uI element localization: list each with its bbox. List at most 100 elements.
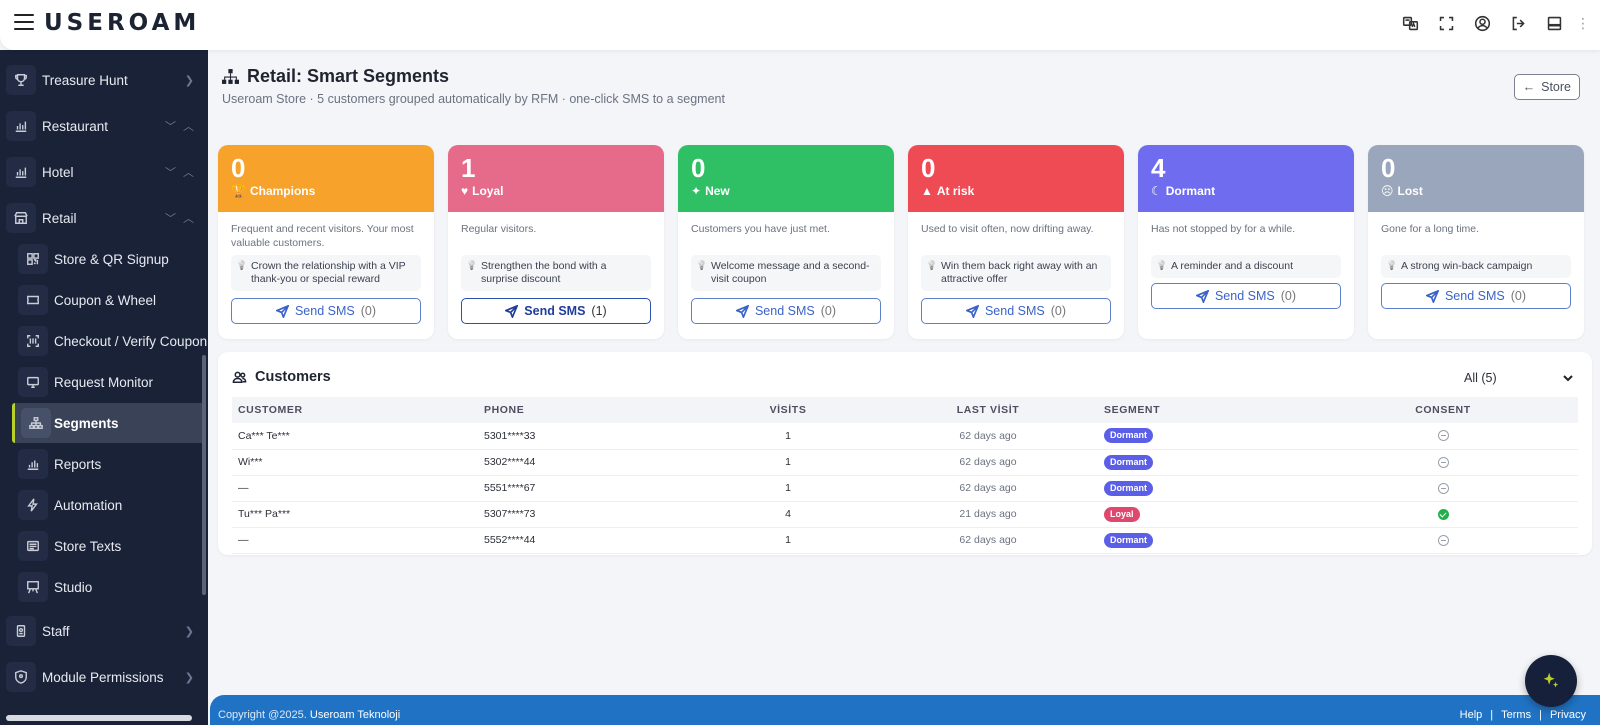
- sidebar-horizontal-scrollbar[interactable]: [6, 715, 192, 721]
- sidebar-item-staff[interactable]: Staff ❯: [0, 610, 208, 652]
- lost-segment-icon: ☹: [1381, 184, 1394, 198]
- send-sms-button-champions[interactable]: Send SMS (0): [231, 298, 421, 324]
- send-icon: [735, 304, 749, 318]
- translate-icon[interactable]: [1400, 13, 1420, 33]
- segment-filter-value: All (5): [1464, 371, 1497, 385]
- app-logo[interactable]: USEROAM: [44, 10, 201, 36]
- segment-card-champions: 0 🏆 Champions Frequent and recent visitors.…: [218, 145, 434, 339]
- panel-icon[interactable]: [1544, 13, 1564, 33]
- segment-count: 0: [231, 153, 246, 183]
- sidebar-item-label: Reports: [54, 456, 102, 472]
- column-header-phone: PHONE: [478, 397, 698, 423]
- back-to-store-button[interactable]: ← Store: [1513, 74, 1580, 100]
- segment-name-text: New: [705, 184, 730, 198]
- store-icon: [6, 203, 36, 233]
- sidebar-item-label: Store & QR Signup: [54, 251, 169, 267]
- send-sms-button-new[interactable]: Send SMS (0): [691, 298, 881, 324]
- main-content: Retail: Smart Segments Useroam Store · 5…: [208, 50, 1600, 725]
- send-sms-button-lost[interactable]: Send SMS (0): [1381, 283, 1571, 309]
- sidebar-item-module-permissions[interactable]: Module Permissions ❯: [0, 656, 208, 698]
- sidebar-item-label: Hotel: [42, 164, 74, 180]
- chart-icon: [6, 111, 36, 141]
- table-row[interactable]: Tu*** Pa*** 5307****73 4 21 days ago Loyal: [232, 501, 1578, 528]
- segment-tip-text: Crown the relationship with a VIP thank-…: [251, 260, 406, 285]
- table-row[interactable]: —5551****67 1 62 days ago Dormant: [232, 475, 1578, 502]
- top-bar: USEROAM ⋮: [0, 0, 1600, 50]
- company-link[interactable]: Useroam Teknoloji: [309, 709, 401, 721]
- sidebar-scrollbar[interactable]: [202, 355, 206, 595]
- segment-name-text: Champions: [249, 184, 316, 198]
- customer-phone: 5302****44: [478, 449, 698, 476]
- column-header-last-visit: LAST VİSİT: [878, 397, 1098, 423]
- segment-tip: Welcome message and a second-visit coupo…: [691, 255, 881, 291]
- segment-card-lost: 0☹Lost Gone for a long time. A strong win-…: [1368, 145, 1584, 339]
- ticket-icon: [18, 285, 48, 315]
- badge-icon: [6, 616, 36, 646]
- send-sms-button-dormant[interactable]: Send SMS (0): [1151, 283, 1341, 309]
- chevron-down-icon: ﹀: [165, 167, 176, 179]
- sidebar-item-coupon-wheel[interactable]: Coupon & Wheel: [0, 280, 204, 320]
- segment-name-text: Lost: [1397, 184, 1423, 198]
- table-row[interactable]: Wi*** 5302****44 1 62 days ago Dormant: [232, 449, 1578, 476]
- footer-copyright: Copyright @2025. Useroam Teknoloji: [218, 709, 400, 721]
- send-sms-label: Send SMS: [1444, 289, 1505, 303]
- qr-icon: [18, 244, 48, 274]
- sidebar-item-store-texts[interactable]: Store Texts: [0, 526, 204, 566]
- sidebar-item-hotel[interactable]: Hotel ﹀ ︿: [0, 151, 208, 193]
- link-separator: |: [1539, 709, 1542, 721]
- segment-description: Has not stopped by for a while.: [1151, 223, 1296, 235]
- chevron-up-icon: ︿: [183, 213, 194, 225]
- segment-count: 4: [1151, 153, 1166, 183]
- sidebar-item-treasure-hunt[interactable]: Treasure Hunt ❯: [0, 59, 208, 101]
- send-sms-button-at-risk[interactable]: Send SMS (0): [921, 298, 1111, 324]
- fullscreen-icon[interactable]: [1436, 13, 1456, 33]
- sitemap-icon: [21, 408, 51, 438]
- segment-tip: Win them back right away with an attract…: [921, 255, 1111, 291]
- sidebar-item-request-monitor[interactable]: Request Monitor: [0, 362, 204, 402]
- sidebar-item-label: Studio: [54, 579, 93, 595]
- send-icon: [505, 304, 519, 318]
- send-icon: [1195, 289, 1209, 303]
- users-icon: [232, 371, 247, 383]
- terms-link[interactable]: Terms: [1501, 709, 1532, 721]
- sidebar-item-retail[interactable]: Retail ﹀ ︿: [0, 197, 208, 239]
- send-sms-count: (0): [1050, 304, 1067, 318]
- send-sms-label: Send SMS: [984, 304, 1045, 318]
- ai-assistant-button[interactable]: [1525, 655, 1577, 707]
- send-sms-button-loyal[interactable]: Send SMS (1): [461, 298, 651, 324]
- send-icon: [1425, 289, 1439, 303]
- sidebar-item-segments[interactable]: Segments: [12, 403, 204, 443]
- user-icon[interactable]: [1472, 13, 1492, 33]
- table-row[interactable]: Ca*** Te*** 5301****33 1 62 days ago Dormant: [232, 423, 1578, 450]
- sparkle-icon: [1543, 672, 1559, 688]
- help-link[interactable]: Help: [1459, 709, 1483, 721]
- consent-yes-icon: [1437, 508, 1449, 520]
- segment-badge: Dormant: [1104, 428, 1154, 444]
- copyright-text: Copyright @2025.: [218, 709, 307, 721]
- menu-icon[interactable]: [14, 14, 34, 34]
- sidebar-item-store-qr-signup[interactable]: Store & QR Signup: [0, 239, 204, 279]
- chevron-up-icon: ︿: [183, 121, 194, 133]
- more-icon[interactable]: ⋮: [1576, 15, 1590, 31]
- sidebar-item-label: Coupon & Wheel: [54, 292, 157, 308]
- table-row[interactable]: —5552****44 1 62 days ago Dormant: [232, 527, 1578, 554]
- column-header-consent: CONSENT: [1308, 397, 1578, 423]
- sidebar-item-studio[interactable]: Studio: [0, 567, 204, 607]
- send-sms-label: Send SMS: [754, 304, 815, 318]
- customers-title-text: Customers: [255, 369, 331, 385]
- segment-tip: A reminder and a discount: [1151, 255, 1341, 278]
- segment-description: Gone for a long time.: [1381, 223, 1480, 235]
- segment-card-loyal: 1♥Loyal Regular visitors. Strengthen the b…: [448, 145, 664, 339]
- sidebar-item-checkout-verify[interactable]: Checkout / Verify Coupon: [0, 321, 207, 361]
- segment-badge: Loyal: [1104, 506, 1140, 522]
- sidebar-item-reports[interactable]: Reports: [0, 444, 204, 484]
- sidebar-item-restaurant[interactable]: Restaurant ﹀ ︿: [0, 105, 208, 147]
- sidebar-item-label: Restaurant: [42, 118, 109, 134]
- sidebar-item-automation[interactable]: Automation: [0, 485, 204, 525]
- segment-filter-select[interactable]: All (5): [1454, 366, 1574, 390]
- easel-icon: [18, 572, 48, 602]
- page-title: Retail: Smart Segments: [222, 66, 449, 87]
- segment-name-text: At risk: [936, 184, 975, 198]
- logout-icon[interactable]: [1508, 13, 1528, 33]
- privacy-link[interactable]: Privacy: [1549, 709, 1586, 721]
